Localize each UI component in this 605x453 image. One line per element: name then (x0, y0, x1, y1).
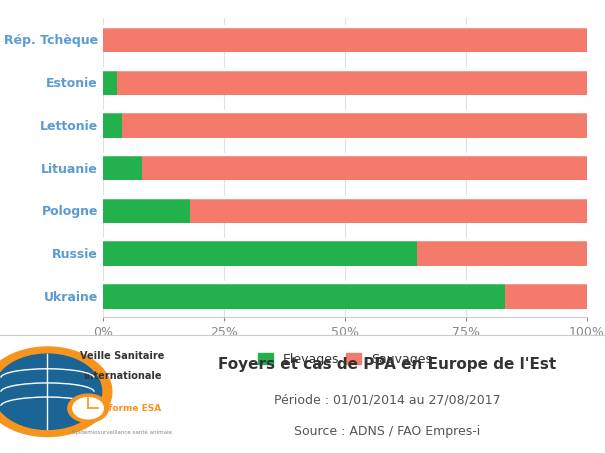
Bar (103, 155, 142, 180)
Bar (103, 69, 117, 95)
Circle shape (0, 347, 112, 437)
Bar (505, 283, 587, 308)
Bar (142, 155, 587, 180)
Circle shape (68, 394, 108, 422)
Bar (417, 240, 587, 266)
Circle shape (73, 398, 103, 419)
Bar (103, 112, 122, 138)
Bar (103, 240, 417, 266)
Text: Epidémiosurveillance santé animale: Epidémiosurveillance santé animale (72, 429, 172, 434)
Bar (117, 69, 587, 95)
Text: Source : ADNS / FAO Empres-i: Source : ADNS / FAO Empres-i (294, 425, 480, 439)
Text: Plateforme ESA: Plateforme ESA (82, 404, 162, 413)
Bar (103, 283, 505, 308)
Text: Foyers et cas de PPA en Europe de l'Est: Foyers et cas de PPA en Europe de l'Est (218, 357, 557, 372)
Bar (190, 198, 587, 223)
Text: Période : 01/01/2014 au 27/08/2017: Période : 01/01/2014 au 27/08/2017 (274, 394, 500, 406)
Text: Veille Sanitaire: Veille Sanitaire (80, 352, 164, 361)
Legend: Elevages, Sauvages: Elevages, Sauvages (253, 347, 437, 371)
Bar (122, 112, 587, 138)
Bar (103, 27, 587, 52)
Bar (103, 198, 190, 223)
Circle shape (0, 354, 102, 429)
Text: Internationale: Internationale (83, 371, 161, 381)
